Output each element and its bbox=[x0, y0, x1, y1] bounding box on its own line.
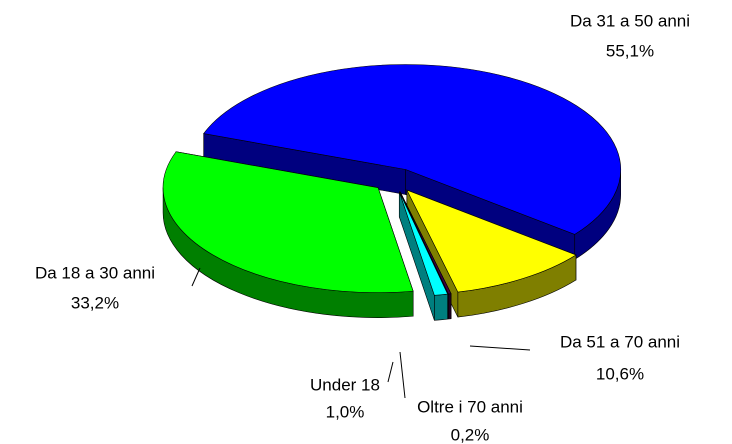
leader-line bbox=[387, 361, 394, 383]
slice bbox=[398, 191, 449, 321]
slice-label: Under 18 bbox=[310, 375, 380, 394]
slice-value: 0,2% bbox=[451, 425, 490, 444]
slice-wall bbox=[448, 293, 452, 320]
slice-label: Oltre i 70 anni bbox=[417, 397, 523, 416]
slice-top bbox=[399, 191, 452, 295]
leader-line bbox=[399, 351, 406, 399]
leader-line bbox=[469, 345, 531, 351]
slice-top bbox=[398, 191, 449, 296]
slice bbox=[162, 151, 414, 318]
slice-value: 33,2% bbox=[71, 293, 119, 312]
slice-wall bbox=[434, 293, 448, 321]
slice-value: 1,0% bbox=[326, 402, 365, 421]
leader-line bbox=[191, 267, 201, 287]
slice-value: 55,1% bbox=[606, 41, 654, 60]
slice-top bbox=[162, 151, 414, 293]
slice-label: Da 51 a 70 anni bbox=[560, 332, 680, 351]
slice-label: Da 31 a 50 anni bbox=[570, 11, 690, 30]
slice bbox=[203, 64, 621, 260]
slice-top bbox=[406, 189, 577, 293]
slice-label: Da 18 a 30 anni bbox=[35, 263, 155, 282]
slice-top bbox=[203, 64, 621, 235]
slice-value: 10,6% bbox=[596, 364, 644, 383]
